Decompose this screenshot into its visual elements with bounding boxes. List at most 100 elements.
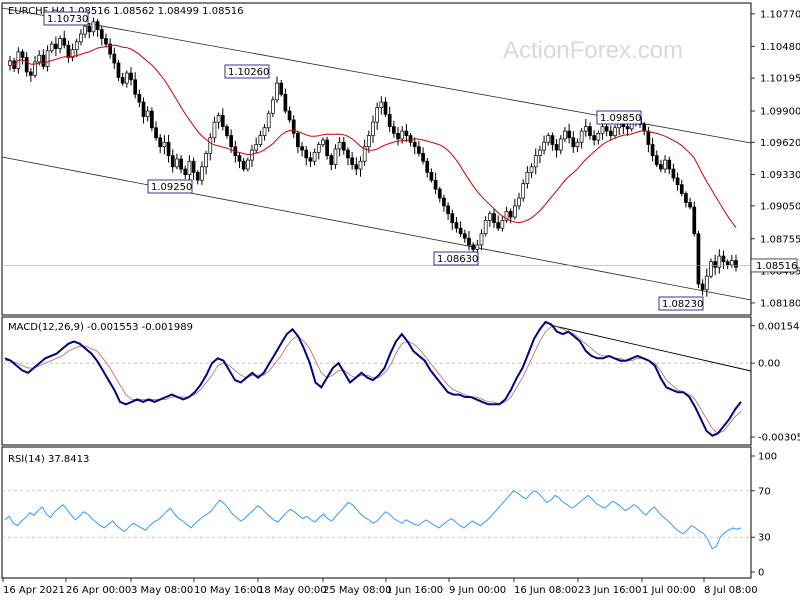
candle-bear bbox=[154, 127, 158, 139]
candle-bull bbox=[729, 260, 734, 266]
candle-bear bbox=[104, 38, 108, 45]
candle-bear bbox=[170, 155, 175, 168]
rsi-axis-label: 0 bbox=[758, 568, 764, 579]
candle-bull bbox=[546, 135, 551, 143]
candle-bull bbox=[91, 21, 96, 33]
candle-bear bbox=[721, 255, 726, 263]
rsi-axis: 100 70 30 0 bbox=[2, 452, 777, 579]
candle-bull bbox=[513, 205, 517, 218]
candle-bear bbox=[20, 51, 25, 58]
candle-bear bbox=[308, 157, 313, 162]
candle-bull bbox=[366, 135, 371, 148]
candle-bull bbox=[517, 197, 521, 207]
price-axis-label: 1.10195 bbox=[760, 74, 800, 85]
macd-axis-label: -0.003054 bbox=[758, 433, 800, 444]
candle-bull bbox=[245, 159, 250, 170]
time-axis-label: 1 Jun 16:00 bbox=[386, 585, 443, 596]
candle-bull bbox=[400, 130, 405, 140]
candle-bull bbox=[212, 121, 217, 139]
candle-bear bbox=[417, 146, 421, 154]
current-price-box bbox=[750, 258, 798, 273]
price-annotation-label: 1.08630 bbox=[437, 254, 478, 265]
candle-bear bbox=[396, 132, 400, 140]
price-annotation-box bbox=[596, 110, 642, 125]
candle-bear bbox=[24, 57, 29, 73]
candle-bear bbox=[659, 164, 663, 170]
candle-bear bbox=[467, 237, 471, 246]
price-annotation-box bbox=[43, 11, 89, 26]
candle-bear bbox=[458, 227, 463, 235]
candle-bear bbox=[54, 43, 58, 49]
current-price-label: 1.08516 bbox=[756, 261, 797, 272]
candle-bear bbox=[713, 261, 717, 268]
candle-bull bbox=[312, 151, 317, 162]
time-axis-label: 1 Jul 00:00 bbox=[642, 585, 696, 596]
candle-bear bbox=[283, 93, 288, 112]
candle-bear bbox=[191, 160, 196, 173]
price-annotation-box bbox=[433, 251, 479, 266]
candle-bull bbox=[74, 41, 79, 50]
time-axis-label: 25 May 08:00 bbox=[323, 585, 392, 596]
price-axis-label: 1.09620 bbox=[760, 138, 800, 149]
candle-bull bbox=[538, 149, 542, 157]
candle-bear bbox=[87, 25, 92, 33]
candle-bear bbox=[604, 126, 609, 132]
candle-bull bbox=[479, 233, 484, 246]
candle-bear bbox=[183, 168, 188, 175]
candle-bull bbox=[70, 49, 75, 58]
time-axis-label: 8 Jul 08:00 bbox=[704, 585, 758, 596]
candle-bear bbox=[454, 222, 459, 229]
candle-bull bbox=[145, 110, 150, 117]
time-axis-label: 16 Apr 2021 bbox=[3, 585, 65, 596]
candle-bull bbox=[175, 158, 179, 168]
candle-bear bbox=[346, 149, 350, 159]
candle-bear bbox=[304, 149, 309, 159]
candle-bull bbox=[704, 275, 709, 290]
price-axis-label: 1.08755 bbox=[760, 234, 800, 245]
candle-bull bbox=[558, 138, 563, 151]
candle-bear bbox=[688, 202, 692, 208]
candle-bull bbox=[521, 183, 526, 199]
price-chart-title: EURCHF,H4 1.08516 1.08562 1.08499 1.0851… bbox=[8, 6, 244, 17]
candle-bear bbox=[300, 146, 304, 151]
candle-bear bbox=[66, 44, 71, 58]
candle-bear bbox=[404, 130, 409, 136]
candle-bear bbox=[350, 157, 354, 165]
price-axis-label: 1.09330 bbox=[760, 170, 800, 181]
price-annotation-label: 1.09250 bbox=[151, 182, 192, 193]
time-axis-label: 23 Jun 16:00 bbox=[578, 585, 642, 596]
candle-bear bbox=[450, 213, 455, 223]
candle-bear bbox=[442, 197, 446, 207]
candle-bull bbox=[79, 33, 83, 43]
price-axis: 1.10770 1.10480 1.10195 1.09900 1.09620 1.093… bbox=[751, 9, 800, 309]
candle-bull bbox=[504, 211, 509, 221]
candle-bull bbox=[500, 220, 505, 229]
candle-bull bbox=[709, 261, 713, 277]
candle-bear bbox=[508, 211, 513, 218]
candle-bear bbox=[325, 139, 329, 157]
candle-bull bbox=[583, 126, 588, 132]
candle-bear bbox=[137, 93, 142, 103]
candle-bull bbox=[663, 159, 667, 170]
candle-bear bbox=[341, 141, 346, 151]
candle-bull bbox=[717, 255, 722, 268]
candle-bull bbox=[542, 141, 546, 151]
candle-bear bbox=[354, 164, 359, 170]
candle-bear bbox=[646, 130, 651, 145]
moving-average-line bbox=[9, 44, 737, 228]
macd-title: MACD(12,26,9) -0.001553 -0.001989 bbox=[8, 322, 193, 333]
candle-bear bbox=[650, 144, 655, 157]
price-annotations: 1.10730 1.10260 1.09250 1.08630 1.09850 1.082… bbox=[43, 11, 704, 311]
candle-bear bbox=[329, 155, 334, 165]
watermark: ActionForex.com bbox=[503, 37, 683, 64]
candle-bear bbox=[237, 155, 242, 162]
candle-bull bbox=[321, 139, 325, 145]
time-axis-label: 26 Apr 00:00 bbox=[66, 585, 131, 596]
candle-bull bbox=[613, 127, 617, 136]
candle-bull bbox=[200, 166, 204, 181]
candle-bear bbox=[592, 135, 596, 141]
price-annotation-label: 1.08230 bbox=[662, 299, 703, 310]
candle-bear bbox=[116, 62, 121, 78]
candle-bear bbox=[437, 188, 442, 199]
